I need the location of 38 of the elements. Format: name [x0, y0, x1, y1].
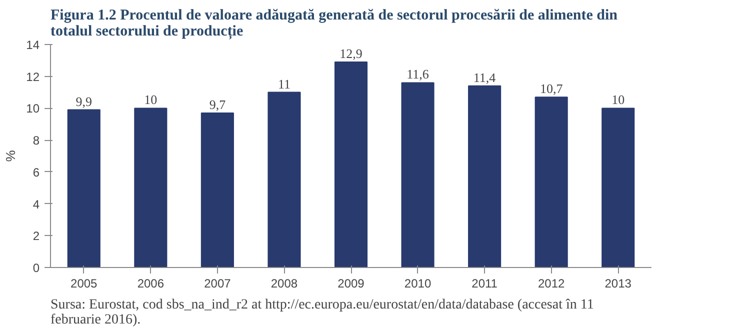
data-label: 10 — [144, 92, 158, 108]
text: Sursa: Eurostat, cod sbs_na_ind_r2 at http://ec.europa.eu/eurostat/en/data/database (accesat în 11 februarie 2016). — [50, 298, 594, 328]
data-label: 11,4 — [473, 70, 496, 85]
bar — [602, 108, 635, 268]
y-tick-label: 2 — [32, 229, 40, 244]
x-tick-label: 2013 — [604, 276, 632, 290]
data-label: 10,7 — [540, 81, 564, 96]
y-tick-label: 10 — [26, 102, 40, 116]
data-label: 12,9 — [340, 46, 362, 62]
x-tick-label: 2007 — [204, 276, 232, 290]
bar — [534, 96, 568, 268]
bar — [67, 109, 100, 268]
data-label: 11 — [278, 76, 290, 92]
x-tick-label: 2005 — [70, 276, 98, 290]
x-tick-label: 2010 — [404, 276, 432, 290]
bar — [401, 82, 434, 268]
y-tick-label: 12 — [26, 70, 40, 84]
bar — [268, 92, 301, 268]
y-tick-label: 8 — [32, 134, 40, 148]
y-axis-title: % — [3, 150, 18, 162]
y-tick-label: 0 — [32, 261, 40, 275]
data-label: 9,7 — [209, 96, 226, 112]
bar — [134, 108, 168, 268]
y-tick-label: 14 — [26, 38, 40, 52]
y-tick-label: 4 — [32, 197, 40, 212]
chart-title: Figura 1.2 Procentul de valoare adăugată generată de sectorul procesării de alimente din totalul sectorului de producție — [50, 8, 618, 40]
data-label: 10 — [612, 92, 625, 108]
bar — [468, 85, 502, 268]
bar — [334, 62, 368, 268]
x-tick-label: 2008 — [270, 276, 298, 290]
x-tick-label: 2009 — [338, 276, 365, 290]
bar — [200, 112, 234, 268]
data-label: 9,9 — [76, 94, 92, 109]
x-tick-label: 2011 — [472, 276, 498, 290]
y-tick-label: 6 — [32, 165, 40, 180]
data-label: 11,6 — [406, 66, 430, 82]
x-tick-label: 2006 — [137, 276, 164, 290]
x-tick-label: 2012 — [538, 276, 566, 290]
